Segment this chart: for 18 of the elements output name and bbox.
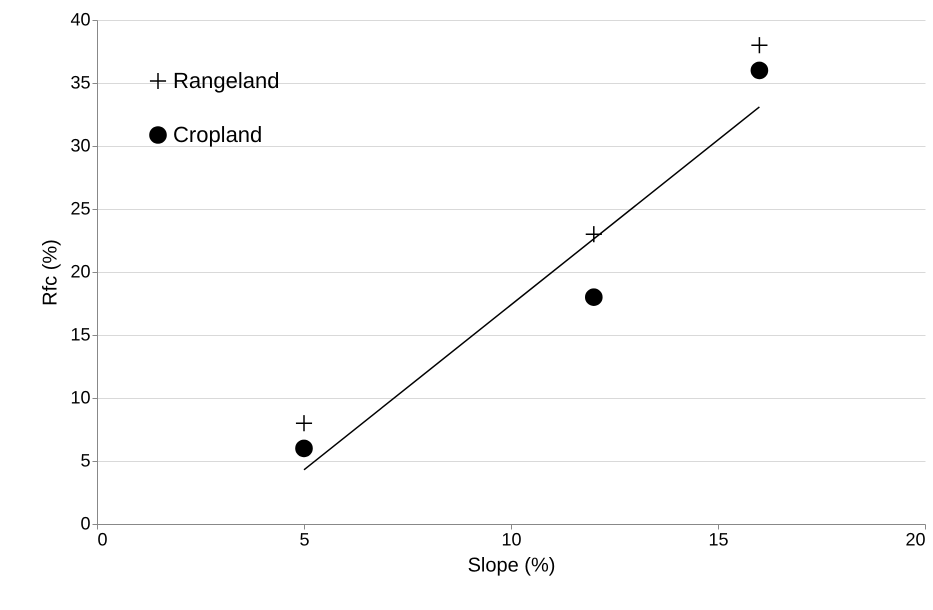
x-tick-label: 15 [708, 530, 729, 550]
y-tick-label: 5 [80, 450, 90, 470]
y-tick-label: 0 [80, 514, 90, 534]
y-tick-label: 10 [70, 388, 90, 408]
y-axis-title: Rfc (%) [39, 239, 62, 306]
x-tick-label: 5 [299, 530, 310, 550]
legend-label: Cropland [173, 122, 262, 147]
y-tick-label: 30 [70, 136, 90, 156]
y-tick-label: 35 [70, 72, 90, 92]
legend-label: Rangeland [173, 68, 280, 93]
y-tick-label: 40 [70, 10, 90, 30]
y-tick-label: 20 [70, 262, 90, 282]
y-tick-label: 15 [70, 324, 90, 344]
y-tick-label: 25 [70, 198, 90, 218]
x-axis-title: Slope (%) [468, 554, 556, 576]
x-tick-label: 20 [905, 530, 926, 550]
x-tick-label: 10 [501, 530, 522, 550]
x-tick-label: 0 [98, 530, 108, 550]
